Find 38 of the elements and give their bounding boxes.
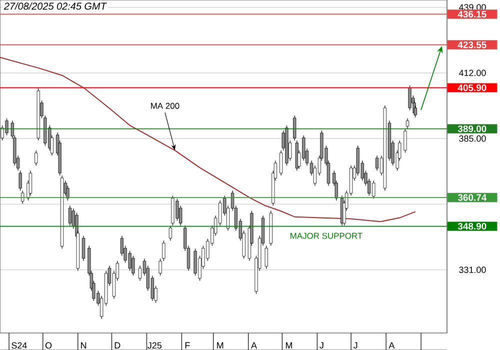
candlestick — [404, 128, 407, 153]
ref-line-label: 423.55 — [458, 41, 486, 48]
candlestick — [375, 155, 379, 171]
x-tick-label: J25 — [148, 342, 162, 349]
x-tick-label: J — [353, 342, 358, 349]
x-tick-label: A — [251, 342, 257, 348]
candlestick — [34, 150, 38, 166]
x-tick-label: N — [81, 342, 86, 348]
y-tick-label: 385.00 — [459, 135, 486, 142]
y-tick-label: 412.00 — [458, 70, 486, 76]
x-tick-label: M — [286, 342, 292, 348]
candlestick — [280, 150, 283, 176]
candlestick — [68, 205, 72, 226]
candlestick — [406, 118, 410, 129]
x-tick-label: F — [185, 342, 190, 348]
candlestick — [18, 170, 22, 191]
candlestick — [82, 235, 86, 262]
candlestick — [132, 255, 135, 276]
candlestick — [264, 245, 268, 270]
candlestick — [21, 190, 24, 204]
chart-title: 27/08/2025 02:45 GMT — [4, 2, 107, 10]
ref-line-label: 405.90 — [458, 84, 486, 92]
ref-line-label: 360.74 — [458, 194, 487, 201]
x-tick-label: A — [388, 342, 395, 348]
x-tick-label: O — [45, 342, 52, 349]
x-tick-label: S24 — [12, 342, 27, 349]
annotation: MA 200 — [151, 102, 180, 109]
line-series — [0, 56, 416, 222]
candlestick — [293, 115, 296, 141]
ref-line-label: 348.90 — [458, 222, 486, 230]
annotation: MAJOR SUPPORT — [290, 232, 362, 239]
ref-line-label: 436.15 — [458, 10, 486, 18]
x-tick-label: D — [114, 342, 120, 348]
candlestick — [168, 225, 172, 241]
x-tick-label: J — [320, 342, 324, 349]
ref-line-label: 389.00 — [458, 125, 486, 132]
y-tick-label: 331.00 — [459, 266, 486, 273]
x-tick-label: M — [217, 342, 224, 348]
